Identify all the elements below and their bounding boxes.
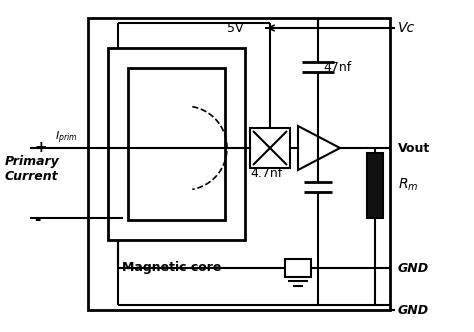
Text: $R_m$: $R_m$ bbox=[398, 177, 419, 193]
Text: +: + bbox=[34, 139, 47, 154]
Text: -: - bbox=[34, 211, 40, 226]
Text: 4.7nf: 4.7nf bbox=[251, 167, 283, 180]
Text: $I_{prim}$: $I_{prim}$ bbox=[55, 129, 78, 146]
Bar bbox=[285, 259, 311, 277]
Bar bbox=[250, 128, 290, 168]
Text: 5V: 5V bbox=[227, 22, 243, 35]
Text: Magnetic core: Magnetic core bbox=[122, 262, 221, 275]
Bar bbox=[88, 18, 390, 310]
Bar bbox=[367, 153, 383, 218]
Bar bbox=[108, 48, 245, 240]
Bar bbox=[128, 68, 225, 220]
Text: Primary
Current: Primary Current bbox=[5, 155, 60, 183]
Text: Vc: Vc bbox=[398, 21, 415, 35]
Text: GND: GND bbox=[398, 303, 429, 316]
Text: GND: GND bbox=[398, 262, 429, 275]
Polygon shape bbox=[298, 126, 340, 170]
Text: 47nf: 47nf bbox=[323, 60, 351, 73]
Text: Vout: Vout bbox=[398, 141, 430, 154]
